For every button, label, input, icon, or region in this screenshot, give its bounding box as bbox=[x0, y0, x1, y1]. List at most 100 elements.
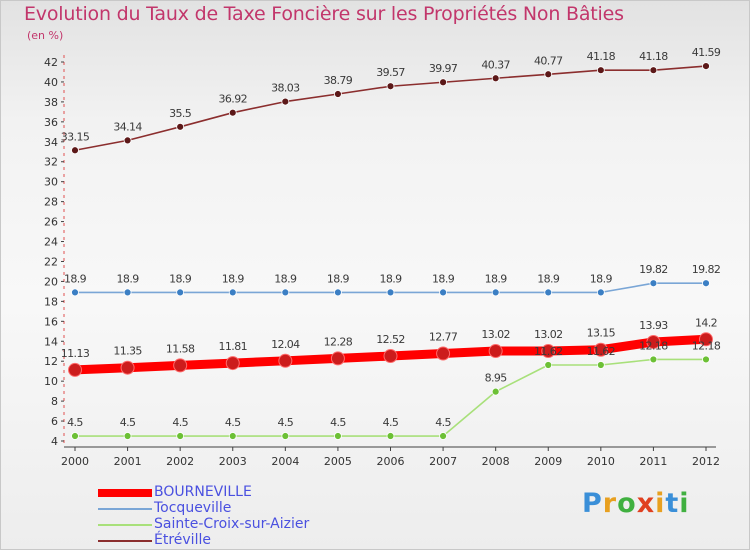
data-label: 12.77 bbox=[429, 331, 458, 344]
x-tick-label: 2004 bbox=[271, 455, 299, 468]
data-label: 14.2 bbox=[695, 316, 717, 329]
data-point bbox=[123, 136, 132, 145]
data-point bbox=[176, 122, 185, 131]
data-label: 18.9 bbox=[117, 272, 140, 285]
data-label: 11.13 bbox=[61, 347, 90, 360]
data-point bbox=[281, 288, 290, 297]
y-tick-label: 36 bbox=[44, 116, 58, 129]
data-label: 4.5 bbox=[225, 416, 241, 429]
data-point bbox=[646, 334, 661, 349]
data-label: 18.9 bbox=[590, 272, 613, 285]
data-point bbox=[278, 353, 293, 368]
data-label: 18.9 bbox=[64, 272, 87, 285]
x-tick-label: 2008 bbox=[482, 455, 510, 468]
data-point bbox=[699, 332, 713, 347]
data-point bbox=[488, 344, 503, 359]
data-point bbox=[439, 78, 447, 87]
data-point bbox=[439, 288, 447, 297]
data-point bbox=[383, 349, 398, 364]
data-label: 41.18 bbox=[587, 50, 616, 63]
data-label: 4.5 bbox=[330, 416, 346, 429]
data-label: 19.82 bbox=[692, 263, 721, 276]
data-label: 18.9 bbox=[274, 272, 297, 285]
data-label: 38.79 bbox=[324, 74, 353, 87]
data-label: 40.37 bbox=[481, 58, 510, 71]
legend-label-etreville: Étréville bbox=[154, 532, 211, 548]
data-label: 18.9 bbox=[169, 272, 192, 285]
data-point bbox=[593, 342, 608, 357]
data-point bbox=[71, 432, 79, 440]
data-point bbox=[334, 432, 342, 440]
data-label: 13.15 bbox=[587, 327, 616, 340]
data-label: 4.5 bbox=[172, 416, 188, 429]
data-point bbox=[491, 288, 500, 297]
y-tick-label: 8 bbox=[51, 395, 58, 408]
data-point bbox=[702, 279, 710, 288]
data-point bbox=[225, 356, 240, 371]
data-point bbox=[544, 288, 553, 297]
data-label: 18.9 bbox=[379, 272, 402, 285]
data-point bbox=[649, 279, 658, 288]
x-tick-label: 2010 bbox=[587, 455, 615, 468]
data-label: 19.82 bbox=[639, 263, 668, 276]
data-point bbox=[176, 432, 185, 440]
data-label: 41.59 bbox=[692, 46, 721, 59]
data-label: 33.15 bbox=[61, 130, 90, 143]
data-point bbox=[544, 361, 553, 369]
data-label: 11.35 bbox=[113, 345, 142, 358]
y-tick-label: 38 bbox=[44, 96, 58, 109]
data-label: 38.03 bbox=[271, 82, 300, 95]
data-label: 8.95 bbox=[485, 372, 508, 385]
data-point bbox=[334, 90, 342, 98]
chart-title: Evolution du Taux de Taxe Foncière sur l… bbox=[24, 3, 624, 25]
x-tick-label: 2006 bbox=[377, 455, 405, 468]
data-point bbox=[71, 288, 79, 297]
x-tick-label: 2012 bbox=[692, 455, 720, 468]
y-tick-label: 18 bbox=[44, 295, 58, 308]
data-point bbox=[436, 346, 451, 361]
data-point bbox=[544, 70, 553, 79]
data-label: 11.62 bbox=[587, 345, 616, 358]
data-point bbox=[228, 108, 237, 117]
legend-swatch-bourneville bbox=[98, 489, 152, 497]
logo-letter: i bbox=[679, 488, 690, 519]
data-point bbox=[439, 432, 447, 440]
data-label: 4.5 bbox=[383, 416, 399, 429]
data-point bbox=[228, 288, 237, 297]
data-label: 4.5 bbox=[120, 416, 136, 429]
data-point bbox=[176, 288, 185, 297]
data-label: 11.62 bbox=[534, 345, 563, 358]
legend-swatch-etreville bbox=[98, 540, 152, 542]
y-tick-label: 28 bbox=[44, 196, 58, 209]
data-point bbox=[281, 432, 290, 440]
y-tick-label: 16 bbox=[44, 315, 58, 328]
data-label: 4.5 bbox=[435, 416, 451, 429]
data-point bbox=[491, 74, 500, 83]
data-label: 18.9 bbox=[327, 272, 350, 285]
legend-swatch-tocqueville bbox=[98, 508, 152, 510]
y-tick-label: 42 bbox=[44, 56, 58, 69]
y-tick-label: 24 bbox=[44, 236, 58, 249]
data-label: 18.9 bbox=[537, 272, 560, 285]
y-tick-label: 26 bbox=[44, 216, 58, 229]
y-tick-label: 6 bbox=[51, 415, 58, 428]
logo-letter: t bbox=[665, 488, 680, 519]
data-point bbox=[123, 288, 132, 297]
data-point bbox=[596, 361, 605, 369]
data-point bbox=[173, 358, 188, 373]
data-point bbox=[596, 288, 605, 297]
data-label: 13.02 bbox=[534, 328, 563, 341]
legend-label-sainte-croix: Sainte-Croix-sur-Aizier bbox=[154, 516, 310, 532]
data-label: 4.5 bbox=[277, 416, 293, 429]
data-point bbox=[491, 387, 500, 396]
data-label: 34.14 bbox=[113, 120, 142, 133]
legend-label-bourneville: BOURNEVILLE bbox=[154, 484, 252, 500]
y-tick-label: 12 bbox=[44, 355, 58, 368]
data-point bbox=[649, 66, 658, 75]
y-tick-label: 20 bbox=[44, 275, 58, 288]
data-label: 13.93 bbox=[639, 319, 668, 332]
y-tick-label: 40 bbox=[44, 76, 58, 89]
x-tick-label: 2003 bbox=[219, 455, 247, 468]
y-tick-label: 14 bbox=[44, 335, 58, 348]
